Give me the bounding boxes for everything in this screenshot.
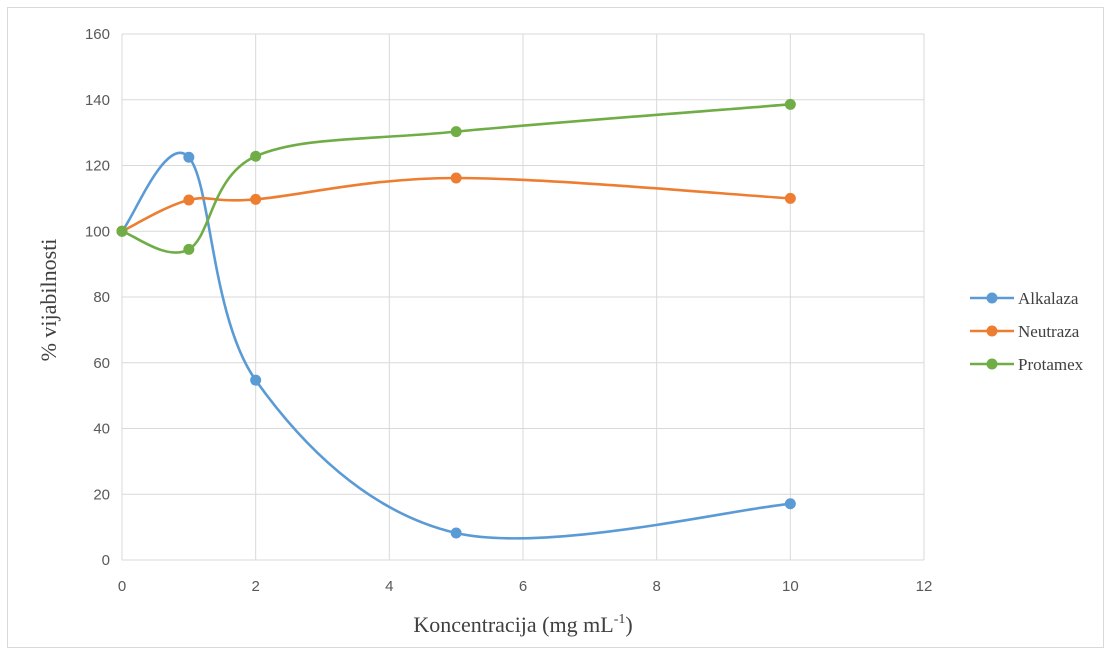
data-point-neutraza	[183, 194, 195, 206]
y-tick-label: 100	[85, 223, 110, 240]
legend-label-protamex: Protamex	[1018, 355, 1084, 374]
x-axis-title-superscript: -1	[614, 612, 626, 627]
legend-label-neutraza: Neutraza	[1018, 322, 1080, 341]
legend-label-alkalaza: Alkalaza	[1018, 289, 1079, 308]
x-axis-title: Koncentracija (mg mL-1)	[413, 612, 632, 637]
tick-labels: 0 20 40 60 80 100 120 140 160 0 2 4 6 8 10 12	[85, 26, 932, 595]
x-tick-label: 10	[782, 578, 799, 595]
y-tick-label: 120	[85, 158, 110, 175]
x-tick-label: 2	[251, 578, 259, 595]
x-tick-label: 12	[916, 578, 933, 595]
data-point-neutraza	[250, 193, 262, 205]
data-point-alkalaza	[450, 527, 462, 539]
y-tick-label: 80	[93, 289, 110, 306]
legend-marker-neutraza	[986, 325, 998, 337]
x-axis-title-suffix: )	[625, 612, 632, 637]
y-tick-label: 40	[93, 421, 110, 438]
data-point-alkalaza	[183, 151, 195, 163]
legend-marker-protamex	[986, 358, 998, 370]
y-tick-label: 60	[93, 355, 110, 372]
data-point-protamex	[450, 126, 462, 138]
y-axis-title: % vijabilnosti	[36, 239, 61, 362]
x-tick-label: 8	[652, 578, 660, 595]
y-tick-label: 140	[85, 92, 110, 109]
data-point-protamex	[250, 150, 262, 162]
y-tick-label: 160	[85, 26, 110, 43]
data-point-protamex	[183, 243, 195, 255]
data-point-neutraza	[450, 172, 462, 184]
chart-frame	[7, 7, 1104, 648]
gridlines	[121, 33, 925, 561]
x-tick-label: 0	[118, 578, 126, 595]
series-line-alkalaza	[120, 151, 791, 540]
legend: Alkalaza Neutraza Protamex	[970, 289, 1084, 374]
data-point-protamex	[116, 225, 128, 237]
data-point-alkalaza	[784, 498, 796, 510]
y-tick-label: 20	[93, 486, 110, 503]
y-tick-label: 0	[102, 552, 110, 569]
series-lines	[116, 98, 796, 540]
x-tick-label: 6	[519, 578, 527, 595]
x-axis-title-main: Koncentracija (mg mL	[413, 612, 613, 637]
x-tick-label: 4	[385, 578, 393, 595]
data-point-alkalaza	[250, 374, 262, 386]
data-point-protamex	[784, 98, 796, 110]
data-point-neutraza	[784, 192, 796, 204]
legend-marker-alkalaza	[986, 292, 998, 304]
